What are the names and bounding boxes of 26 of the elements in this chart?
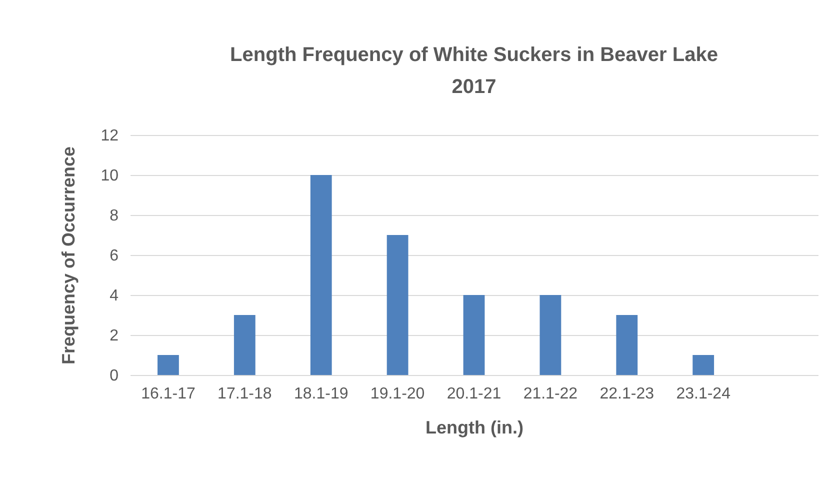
bar <box>616 315 638 375</box>
chart-title: Length Frequency of White Suckers in Beaver Lake 2017 <box>230 44 718 98</box>
bar <box>310 175 332 375</box>
x-tick-label: 17.1-18 <box>218 386 272 402</box>
x-tick-label: 22.1-23 <box>600 386 654 402</box>
x-tick-label: 16.1-17 <box>141 386 196 402</box>
y-tick-label: 4 <box>110 288 119 304</box>
y-tick-label: 6 <box>110 248 119 264</box>
bar <box>234 315 256 375</box>
x-tick-label: 19.1-20 <box>370 386 425 402</box>
bar <box>158 355 179 375</box>
x-tick-label: 20.1-21 <box>446 386 502 402</box>
bar <box>540 295 562 375</box>
x-tick-label: 18.1-19 <box>294 386 348 402</box>
bar <box>463 295 485 375</box>
y-tick-label: 12 <box>100 128 119 144</box>
y-tick-label: 8 <box>110 208 119 224</box>
x-axis-title: Length (in.) <box>426 418 524 438</box>
y-tick-label: 10 <box>100 168 119 184</box>
y-tick-label: 0 <box>110 368 119 384</box>
y-tick-label: 2 <box>110 328 119 344</box>
y-axis-title: Frequency of Occurrence <box>58 146 79 365</box>
bar <box>386 235 408 375</box>
x-tick-label: 21.1-22 <box>523 386 578 402</box>
bar <box>692 355 714 375</box>
x-tick-label: 23.1-24 <box>676 386 731 402</box>
